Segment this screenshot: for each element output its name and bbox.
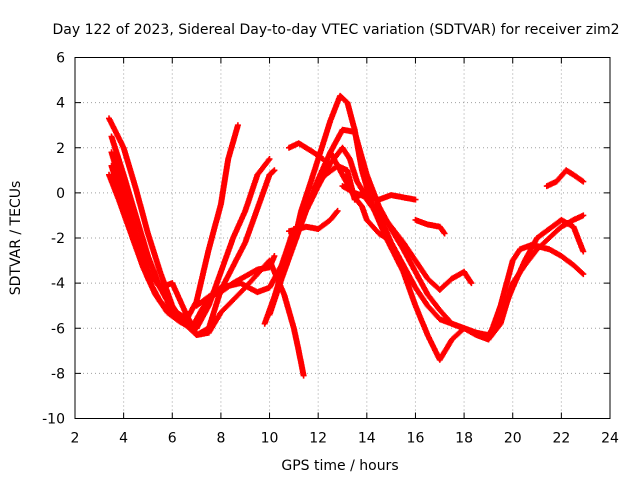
- y-tick-label: -10: [42, 412, 65, 428]
- x-tick-label: 22: [552, 431, 570, 447]
- data-layer: [106, 92, 587, 379]
- series-arc-2: [108, 133, 273, 332]
- series-markers: [193, 253, 278, 309]
- y-tick-label: -2: [51, 231, 65, 247]
- x-tick-label: 12: [309, 431, 327, 447]
- x-tick-label: 24: [601, 431, 619, 447]
- x-tick-label: 2: [71, 431, 80, 447]
- x-tick-label: 20: [504, 431, 522, 447]
- series-markers: [412, 216, 448, 237]
- x-tick-label: 4: [119, 431, 128, 447]
- series-markers: [106, 115, 241, 327]
- series-arc-6: [193, 253, 278, 309]
- x-axis-label: GPS time / hours: [281, 458, 398, 474]
- chart-title: Day 122 of 2023, Sidereal Day-to-day VTE…: [53, 22, 620, 38]
- y-tick-label: -4: [51, 276, 65, 292]
- series-markers: [108, 133, 273, 332]
- series-markers: [310, 162, 587, 343]
- series-arc-14: [339, 183, 419, 203]
- x-tick-label: 6: [168, 431, 177, 447]
- y-tick-label: -8: [51, 366, 65, 382]
- y-tick-label: 2: [56, 141, 65, 157]
- series-arc-12: [310, 162, 587, 343]
- y-tick-label: 0: [56, 186, 65, 202]
- series-markers: [339, 183, 419, 203]
- grid-layer: [75, 57, 610, 419]
- series-arc-1: [106, 115, 241, 327]
- series-arc-16: [543, 167, 587, 190]
- x-tick-label: 14: [358, 431, 376, 447]
- x-tick-label: 10: [261, 431, 279, 447]
- x-tick-label: 8: [216, 431, 225, 447]
- y-tick-label: 6: [56, 51, 65, 67]
- y-tick-label: -6: [51, 321, 65, 337]
- y-axis-label: SDTVAR / TECUs: [8, 181, 24, 296]
- series-arc-15: [412, 216, 448, 237]
- series-markers: [543, 167, 587, 190]
- x-tick-label: 18: [455, 431, 473, 447]
- x-tick-label: 16: [407, 431, 425, 447]
- y-tick-label: 4: [56, 96, 65, 112]
